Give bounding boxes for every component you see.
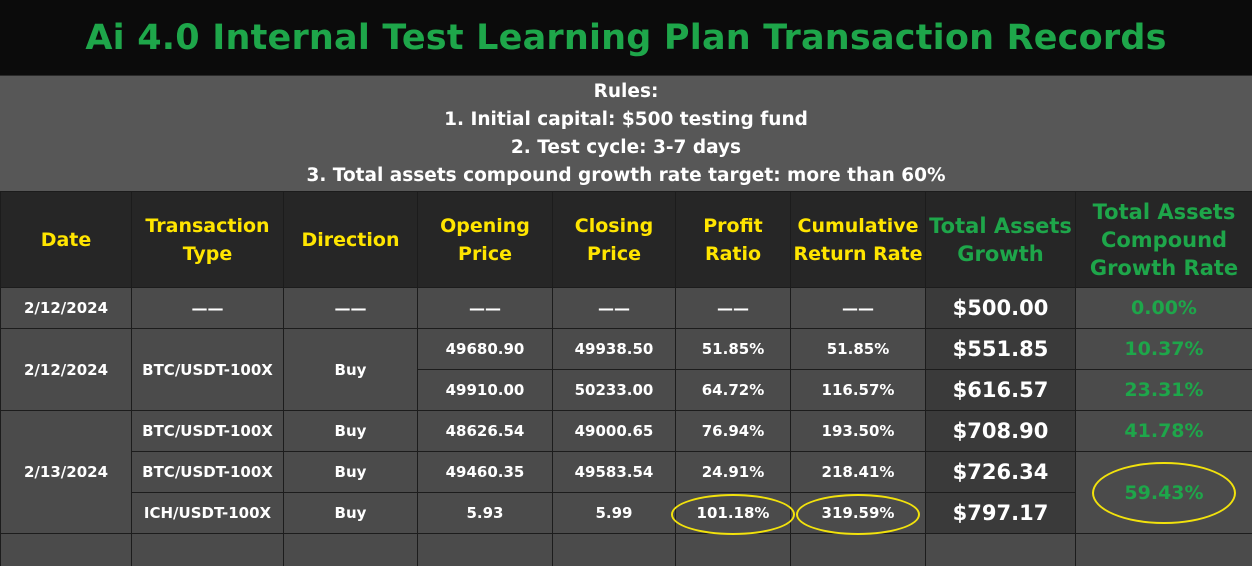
cell-opening-price: 49680.90	[417, 328, 553, 370]
cell-profit-ratio: 76.94%	[675, 410, 791, 452]
page-title: Ai 4.0 Internal Test Learning Plan Trans…	[85, 17, 1167, 58]
table-row: ICH/USDT-100X Buy 5.93 5.99 101.18% 319.…	[1, 492, 1252, 535]
cell-transaction-type: BTC/USDT-100X	[131, 328, 284, 411]
cell-closing-price: 50233.00	[552, 369, 676, 411]
cell-total-assets: $551.85	[925, 328, 1076, 370]
table-row: 2/12/2024 —— —— —— —— —— —— $500.00 0.00…	[0, 287, 1252, 329]
cell-total-assets: $708.90	[925, 410, 1076, 452]
cell-total-assets: $797.17	[925, 492, 1076, 534]
cell-type-placeholder: ——	[131, 287, 284, 329]
table-row: BTC/USDT-100X Buy 49460.35 49583.54 24.9…	[1, 451, 1252, 534]
cell-date: 2/12/2024	[0, 287, 132, 329]
cell-transaction-type: BTC/USDT-100X	[131, 451, 284, 493]
transaction-table: Date Transaction Type Direction Opening …	[0, 191, 1252, 566]
cell-compound-rate: 23.31%	[1075, 369, 1252, 411]
cell-total-assets: $616.57	[925, 369, 1076, 411]
highlight-circle: 101.18%	[670, 494, 796, 535]
cell-closing-price: 49000.65	[552, 410, 676, 452]
rules-panel: Rules: 1. Initial capital: $500 testing …	[0, 75, 1252, 191]
cell-cumulative-return: 116.57%	[790, 369, 926, 411]
rule-item: 2. Test cycle: 3-7 days	[510, 136, 742, 158]
cell-opening-price: 5.93	[417, 492, 553, 534]
cell-closing-price: 49583.54	[552, 451, 676, 493]
cell-direction: Buy	[283, 410, 418, 452]
cell-profit-ratio: 64.72%	[675, 369, 791, 411]
header-closing-price: Closing Price	[552, 191, 676, 288]
blank-cell	[925, 533, 1076, 566]
blank-cell	[283, 533, 418, 566]
cell-direction: Buy	[283, 451, 418, 493]
header-transaction-type: Transaction Type	[131, 191, 284, 288]
cell-compound-rate: 10.37%	[1075, 328, 1252, 370]
cell-cumulative-placeholder: ——	[790, 287, 926, 329]
header-direction: Direction	[283, 191, 418, 288]
cell-total-assets: $500.00	[925, 287, 1076, 329]
cell-transaction-type: BTC/USDT-100X	[131, 410, 284, 452]
rule-item: 1. Initial capital: $500 testing fund	[444, 108, 808, 130]
cell-direction: Buy	[283, 328, 418, 411]
header-date: Date	[0, 191, 132, 288]
cell-closing-price: 49938.50	[552, 328, 676, 370]
cell-closing-price: 5.99	[552, 492, 676, 534]
blank-cell	[131, 533, 284, 566]
cell-date: 2/13/2024	[0, 410, 132, 534]
cell-compound-rate: 0.00%	[1075, 287, 1252, 329]
cell-profit-ratio-highlighted: 101.18%	[670, 492, 796, 535]
highlight-circle: 59.43%	[1092, 461, 1236, 524]
cell-total-assets: $726.34	[925, 451, 1076, 493]
blank-cell	[417, 533, 553, 566]
blank-cell	[552, 533, 676, 566]
cell-compound-rate: 41.78%	[1075, 410, 1252, 452]
blank-cell	[675, 533, 791, 566]
cell-compound-rate-highlighted: 59.43%	[1075, 451, 1252, 534]
cell-cumulative-return: 218.41%	[790, 451, 926, 493]
blank-cell	[1075, 533, 1252, 566]
blank-cell	[790, 533, 926, 566]
header-opening-price: Opening Price	[417, 191, 553, 288]
header-profit-ratio: Profit Ratio	[675, 191, 791, 288]
rule-item: 3. Total assets compound growth rate tar…	[306, 164, 946, 186]
cell-date: 2/12/2024	[0, 328, 132, 411]
blank-cell	[0, 533, 132, 566]
cell-opening-price: 48626.54	[417, 410, 553, 452]
blank-row	[0, 533, 1252, 566]
header-total-assets-growth: Total Assets Growth	[925, 191, 1076, 288]
cell-opening-placeholder: ——	[417, 287, 553, 329]
cell-closing-placeholder: ——	[552, 287, 676, 329]
cell-opening-price: 49460.35	[417, 451, 553, 493]
cell-direction-placeholder: ——	[283, 287, 418, 329]
table-header-row: Date Transaction Type Direction Opening …	[0, 191, 1252, 288]
table-row: 49910.00 50233.00 64.72% 116.57% $616.57…	[1, 369, 1252, 411]
table-row: 2/12/2024 BTC/USDT-100X Buy 49680.90 499…	[0, 328, 1252, 411]
header-cumulative-return: Cumulative Return Rate	[790, 191, 926, 288]
cell-cumulative-return-highlighted: 319.59%	[790, 492, 926, 535]
highlight-circle: 319.59%	[795, 494, 921, 535]
cell-direction: Buy	[283, 492, 418, 534]
cell-transaction-type: ICH/USDT-100X	[131, 492, 284, 534]
cell-profit-ratio: 51.85%	[675, 328, 791, 370]
cell-profit-ratio: 24.91%	[675, 451, 791, 493]
cell-profit-placeholder: ——	[675, 287, 791, 329]
table-row: 2/13/2024 BTC/USDT-100X Buy 48626.54 490…	[0, 410, 1252, 534]
cell-opening-price: 49910.00	[417, 369, 553, 411]
title-bar: Ai 4.0 Internal Test Learning Plan Trans…	[0, 0, 1252, 75]
rules-heading: Rules:	[593, 80, 659, 102]
cell-cumulative-return: 193.50%	[790, 410, 926, 452]
cell-cumulative-return: 51.85%	[790, 328, 926, 370]
header-compound-growth-rate: Total Assets Compound Growth Rate	[1075, 191, 1252, 288]
